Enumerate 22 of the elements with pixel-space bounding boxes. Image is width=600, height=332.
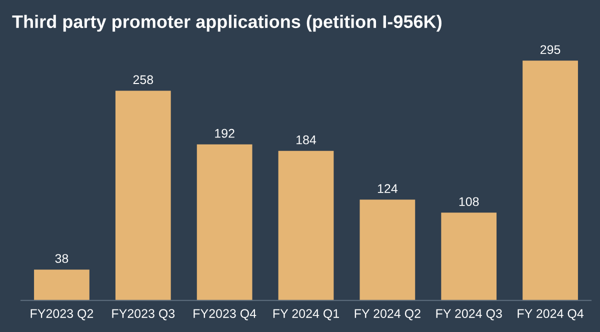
data-label: 38 xyxy=(55,254,68,263)
x-tick-label: FY2023 Q3 xyxy=(112,309,175,320)
data-label: 108 xyxy=(459,197,479,206)
bar xyxy=(360,200,416,300)
bar xyxy=(278,150,334,300)
data-label: 184 xyxy=(296,135,316,144)
bar xyxy=(196,144,252,300)
x-tick-label: FY2023 Q2 xyxy=(30,309,94,320)
x-tick-label: FY2023 Q4 xyxy=(194,309,256,320)
x-tick-label: FY 2024 Q3 xyxy=(436,309,502,320)
bar xyxy=(115,90,171,300)
data-label: 258 xyxy=(133,75,154,84)
chart-title: Third party promoter applications (petition I-956K) xyxy=(12,14,442,32)
bar xyxy=(441,212,497,300)
data-label: 124 xyxy=(378,184,398,193)
x-tick-label: FY 2024 Q1 xyxy=(273,309,339,320)
bar xyxy=(522,60,578,300)
x-tick-label: FY 2024 Q2 xyxy=(354,309,420,320)
bar xyxy=(34,270,90,300)
data-label: 192 xyxy=(215,128,234,138)
data-label: 295 xyxy=(540,45,560,54)
x-tick-label: FY 2024 Q4 xyxy=(518,309,584,320)
